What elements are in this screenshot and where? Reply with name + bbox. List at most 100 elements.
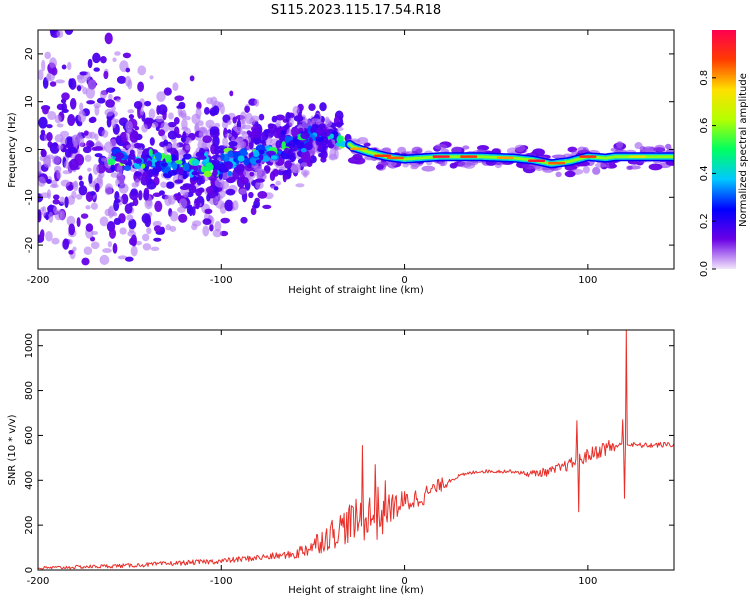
- spectrogram-y-tick-label: -10: [24, 189, 35, 205]
- spectral-blob: [167, 130, 178, 140]
- spectral-blob: [239, 111, 247, 122]
- spectral-blob: [77, 111, 87, 123]
- spectral-blob: [152, 220, 162, 228]
- colorbar-tick-label: 0.6: [699, 118, 710, 134]
- spectral-blob: [268, 123, 278, 134]
- spectral-blob: [85, 205, 91, 210]
- spectral-blob: [104, 108, 114, 117]
- spectral-blob: [126, 144, 135, 150]
- spectral-blob: [110, 164, 116, 173]
- spectral-blob: [232, 200, 239, 211]
- spectral-blob: [215, 199, 225, 209]
- spectral-blob: [76, 217, 81, 228]
- spectral-blob: [324, 116, 330, 123]
- spectral-blob: [377, 161, 389, 167]
- spectral-blob: [109, 138, 117, 148]
- snr-y-tick-label: 600: [24, 426, 35, 445]
- spectral-blob: [94, 182, 100, 193]
- spectral-blob: [170, 147, 178, 157]
- spectral-blob: [170, 154, 177, 161]
- spectrogram-ridge: [345, 139, 674, 169]
- spectrogram-y-axis-label: Frequency (Hz): [7, 112, 18, 188]
- spectral-blob: [186, 205, 192, 215]
- spectral-blob: [66, 61, 72, 71]
- spectral-blob: [240, 216, 248, 224]
- spectral-blob: [457, 161, 472, 168]
- spectral-blob: [133, 142, 143, 149]
- spectral-blob: [609, 160, 616, 169]
- spectral-blob: [130, 188, 138, 196]
- spectral-blob: [104, 185, 113, 196]
- spectral-blob: [103, 70, 109, 80]
- spectral-blob: [113, 272, 120, 279]
- spectral-blob: [55, 79, 65, 84]
- colorbar-bar: [712, 30, 736, 269]
- spectral-blob: [100, 56, 107, 64]
- spectrogram-blobs: [38, 16, 674, 279]
- spectrogram-x-tick-label: -200: [27, 275, 50, 286]
- spectral-blob: [194, 122, 200, 133]
- spectral-blob: [139, 108, 145, 116]
- spectral-blob: [229, 90, 234, 97]
- spectral-blob: [130, 245, 138, 257]
- spectral-blob: [190, 179, 195, 191]
- spectral-blob: [87, 79, 96, 91]
- spectral-blob: [38, 16, 44, 26]
- spectral-blob: [82, 146, 92, 154]
- spectral-blob: [119, 227, 127, 235]
- spectral-blob: [38, 69, 44, 81]
- spectral-blob: [564, 170, 576, 178]
- spectral-blob: [205, 186, 214, 194]
- spectral-blob: [116, 75, 127, 84]
- spectral-blob: [129, 130, 139, 143]
- spectral-blob: [195, 188, 203, 197]
- spectral-blob: [134, 126, 140, 131]
- spectral-blob: [158, 190, 165, 196]
- spectral-blob: [41, 59, 46, 72]
- spectral-blob: [99, 216, 109, 227]
- spectral-blob: [514, 144, 526, 153]
- spectral-blob: [254, 197, 260, 203]
- spectral-blob: [220, 217, 230, 224]
- spectral-blob: [118, 183, 129, 194]
- spectral-blob: [154, 152, 163, 161]
- snr-y-tick-label: 200: [24, 516, 35, 535]
- spectral-blob: [204, 208, 213, 214]
- spectral-blob: [284, 135, 290, 144]
- spectral-blob: [203, 170, 212, 178]
- spectral-blob: [119, 131, 128, 144]
- spectral-blob: [52, 199, 60, 205]
- spectral-blob: [319, 102, 327, 112]
- spectral-blob: [146, 160, 153, 167]
- spectral-blob: [191, 171, 199, 176]
- spectral-blob: [209, 126, 220, 136]
- spectral-blob: [197, 155, 207, 160]
- spectral-blob: [212, 168, 218, 177]
- spectral-blob: [592, 166, 601, 175]
- spectral-blob: [86, 100, 95, 105]
- spectral-blob: [54, 134, 64, 143]
- spectral-blob: [88, 141, 95, 147]
- spectral-blob: [158, 129, 166, 137]
- spectral-blob: [155, 115, 164, 123]
- spectral-blob: [51, 67, 58, 76]
- spectral-blob: [146, 227, 152, 235]
- spectral-blob: [129, 149, 135, 156]
- spectral-blob: [126, 214, 134, 221]
- spectral-blob: [174, 95, 185, 102]
- spectral-blob: [85, 223, 94, 232]
- spectral-blob: [39, 231, 44, 240]
- spectral-blob: [202, 225, 210, 237]
- spectral-blob: [225, 188, 236, 196]
- spectral-blob: [56, 171, 62, 180]
- spectral-blob: [134, 158, 143, 164]
- spectral-blob: [288, 117, 294, 127]
- spectral-blob: [66, 215, 76, 227]
- spectral-blob: [81, 257, 90, 266]
- spectral-blob: [270, 155, 278, 160]
- spectral-blob: [138, 190, 143, 201]
- spectral-blob: [151, 121, 159, 128]
- spectral-blob: [257, 191, 268, 199]
- spectral-blob: [266, 150, 276, 156]
